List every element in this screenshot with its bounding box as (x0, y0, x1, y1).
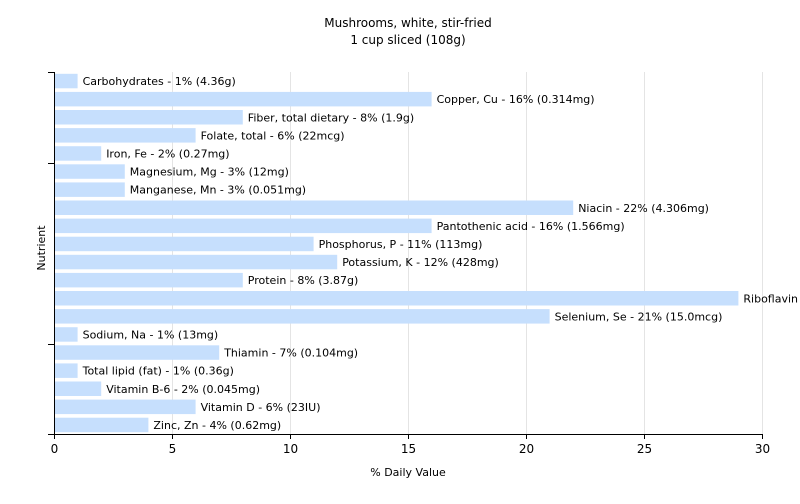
x-tick-label: 15 (401, 442, 416, 456)
bar-data-label: Thiamin - 7% (0.104mg) (223, 347, 358, 360)
bar-data-label: Iron, Fe - 2% (0.27mg) (106, 147, 229, 160)
grid-lines (172, 72, 763, 434)
bar-data-label: Folate, total - 6% (22mcg) (201, 129, 345, 142)
bar (55, 164, 125, 179)
bar-data-label: Vitamin B-6 - 2% (0.045mg) (106, 383, 260, 396)
bar (55, 327, 78, 342)
bar (55, 291, 739, 306)
x-tick-label: 30 (755, 442, 770, 456)
bar-data-label: Zinc, Zn - 4% (0.62mg) (153, 419, 281, 432)
bar-data-label: Carbohydrates - 1% (4.36g) (83, 75, 236, 88)
bar-data-label: Vitamin D - 6% (23IU) (201, 401, 321, 414)
bar-data-label: Copper, Cu - 16% (0.314mg) (437, 93, 595, 106)
bar-data-label: Selenium, Se - 21% (15.0mcg) (555, 310, 723, 323)
bar (55, 73, 78, 89)
bar-data-label: Magnesium, Mg - 3% (12mg) (130, 166, 289, 179)
bar (55, 110, 243, 125)
bar (55, 399, 196, 415)
x-axis-title: % Daily Value (370, 466, 446, 479)
bar-data-label: Pantothenic acid - 16% (1.566mg) (437, 220, 625, 233)
bar-data-label: Sodium, Na - 1% (13mg) (83, 328, 219, 341)
bar-data-label: Protein - 8% (3.87g) (248, 274, 359, 287)
bar (55, 218, 432, 234)
bar-data-label: Fiber, total dietary - 8% (1.9g) (248, 111, 414, 124)
y-axis-title: Nutrient (35, 225, 48, 271)
bar-data-label: Phosphorus, P - 11% (113mg) (319, 238, 483, 251)
bar (55, 200, 574, 215)
x-tick-label: 25 (637, 442, 652, 456)
x-tick-label: 20 (519, 442, 534, 456)
bar (55, 91, 432, 107)
bar (55, 182, 125, 197)
chart-title: Mushrooms, white, stir-fried (324, 16, 492, 30)
bar-data-label: Niacin - 22% (4.306mg) (578, 202, 709, 215)
bar-data-label: Potassium, K - 12% (428mg) (342, 256, 499, 269)
bar (55, 363, 78, 378)
bar (55, 309, 550, 324)
bar (55, 146, 102, 161)
bar (55, 254, 338, 270)
bar-data-label: Total lipid (fat) - 1% (0.36g) (82, 365, 234, 378)
bar (55, 381, 102, 396)
bar (55, 128, 196, 143)
bar-labels: Carbohydrates - 1% (4.36g) Copper, Cu - 1… (82, 75, 800, 432)
bar (55, 236, 314, 252)
x-tick-label: 0 (51, 442, 59, 456)
bar (55, 417, 149, 433)
bar (55, 345, 220, 360)
chart-subtitle: 1 cup sliced (108g) (350, 33, 465, 47)
x-tick-label: 5 (169, 442, 177, 456)
bar (55, 272, 243, 288)
bar-data-label: Riboflavin - 29% (0.500mg) (743, 292, 800, 305)
bar-series (55, 73, 739, 433)
bar-data-label: Manganese, Mn - 3% (0.051mg) (130, 184, 306, 197)
x-tick-label: 10 (283, 442, 298, 456)
axes: 0 5 10 15 20 25 30 (48, 72, 770, 456)
